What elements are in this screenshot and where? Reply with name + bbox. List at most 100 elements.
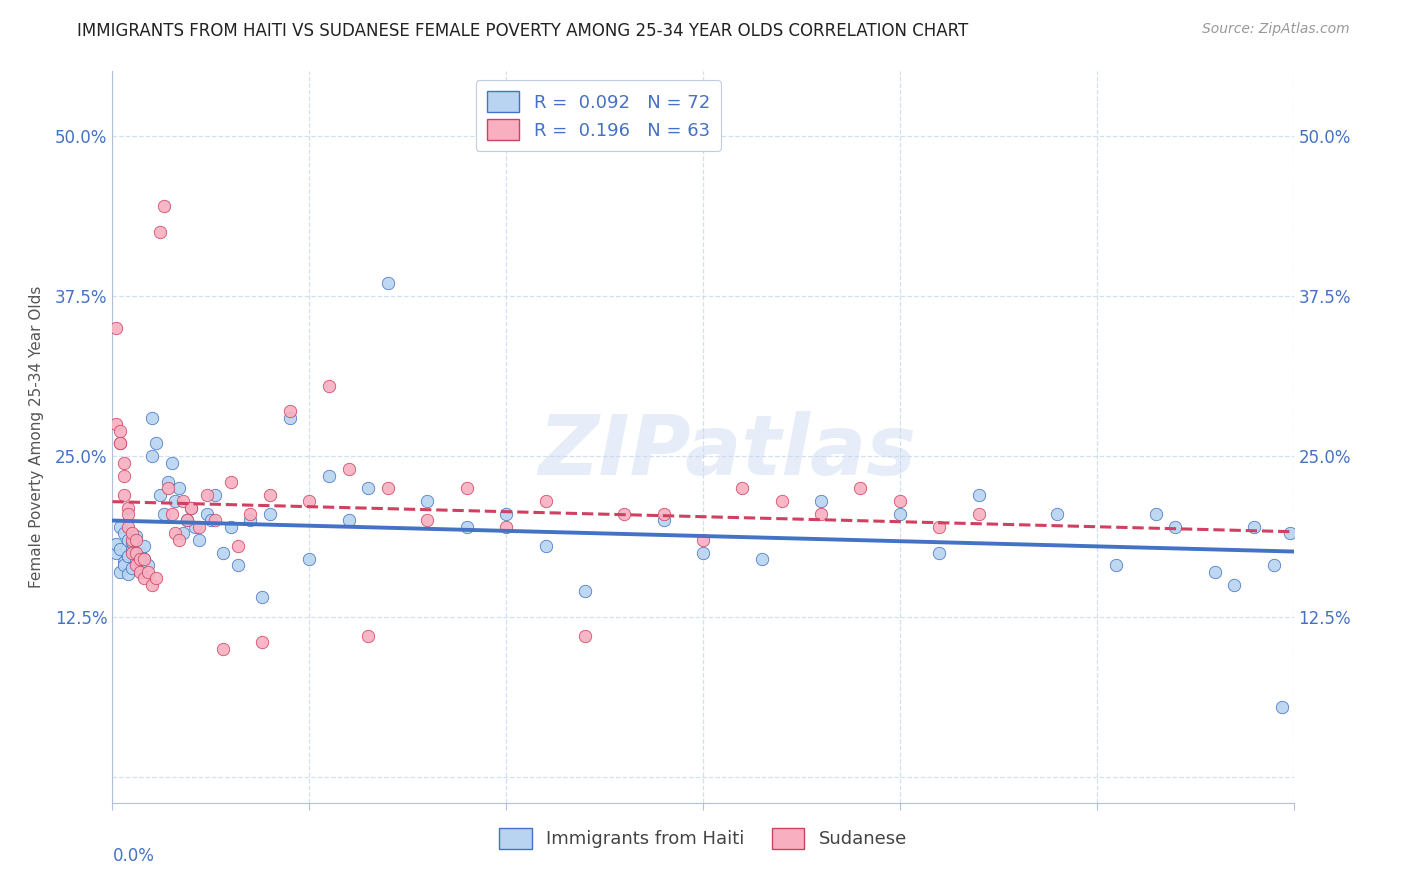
Point: [195, 507, 218, 521]
Point: [141, 450, 163, 464]
Point: [145, 436, 167, 450]
Point: [172, 526, 194, 541]
Point: [110, 436, 132, 450]
Point: [259, 488, 281, 502]
Point: [298, 494, 321, 508]
Point: [149, 225, 172, 239]
Point: [125, 529, 148, 543]
Point: [125, 558, 148, 573]
Point: [250, 635, 273, 649]
Point: [613, 507, 636, 521]
Point: [149, 488, 172, 502]
Point: [125, 552, 148, 566]
Point: [377, 276, 399, 290]
Point: [117, 533, 139, 547]
Point: [105, 321, 128, 335]
Point: [110, 424, 132, 438]
Point: [125, 545, 148, 559]
Point: [1278, 526, 1301, 541]
Point: [211, 545, 233, 559]
Point: [534, 539, 557, 553]
Point: [112, 558, 135, 573]
Point: [770, 494, 793, 508]
Point: [1204, 565, 1226, 579]
Point: [228, 558, 250, 573]
Point: [416, 514, 439, 528]
Point: [110, 541, 132, 556]
Point: [129, 565, 152, 579]
Point: [132, 552, 155, 566]
Point: [160, 507, 183, 521]
Point: [278, 410, 301, 425]
Point: [456, 482, 478, 496]
Point: [250, 591, 273, 605]
Point: [278, 404, 301, 418]
Point: [495, 520, 517, 534]
Point: [1105, 558, 1128, 573]
Point: [259, 507, 281, 521]
Point: [810, 507, 832, 521]
Text: IMMIGRANTS FROM HAITI VS SUDANESE FEMALE POVERTY AMONG 25-34 YEAR OLDS CORRELATI: IMMIGRANTS FROM HAITI VS SUDANESE FEMALE…: [77, 22, 969, 40]
Point: [105, 417, 128, 432]
Point: [456, 520, 478, 534]
Point: [1271, 699, 1294, 714]
Point: [967, 488, 990, 502]
Point: [1144, 507, 1167, 521]
Point: [692, 533, 714, 547]
Point: [165, 526, 187, 541]
Point: [145, 571, 167, 585]
Point: [200, 514, 222, 528]
Y-axis label: Female Poverty Among 25-34 Year Olds: Female Poverty Among 25-34 Year Olds: [30, 286, 44, 588]
Point: [1223, 577, 1246, 591]
Point: [184, 520, 207, 534]
Point: [928, 520, 950, 534]
Point: [132, 552, 155, 566]
Point: [1263, 558, 1285, 573]
Point: [204, 488, 226, 502]
Legend: Immigrants from Haiti, Sudanese: Immigrants from Haiti, Sudanese: [492, 821, 914, 856]
Point: [176, 514, 198, 528]
Point: [495, 507, 517, 521]
Point: [652, 507, 675, 521]
Point: [967, 507, 990, 521]
Point: [928, 545, 950, 559]
Point: [337, 514, 360, 528]
Point: [652, 514, 675, 528]
Point: [574, 584, 596, 599]
Point: [692, 545, 714, 559]
Point: [105, 545, 128, 559]
Point: [121, 561, 143, 575]
Point: [298, 552, 321, 566]
Point: [165, 494, 187, 508]
Point: [337, 462, 360, 476]
Point: [156, 475, 179, 489]
Point: [141, 410, 163, 425]
Point: [239, 507, 262, 521]
Point: [357, 629, 380, 643]
Point: [318, 378, 340, 392]
Point: [105, 536, 128, 550]
Point: [112, 555, 135, 569]
Point: [152, 199, 174, 213]
Point: [1243, 520, 1265, 534]
Point: [219, 475, 242, 489]
Point: [318, 468, 340, 483]
Point: [117, 567, 139, 582]
Point: [889, 494, 911, 508]
Point: [117, 507, 139, 521]
Point: [239, 514, 262, 528]
Point: [810, 494, 832, 508]
Point: [125, 533, 148, 547]
Point: [180, 500, 202, 515]
Point: [136, 558, 159, 573]
Point: [228, 539, 250, 553]
Point: [849, 482, 872, 496]
Point: [121, 545, 143, 559]
Point: [136, 565, 159, 579]
Text: 0.0%: 0.0%: [112, 847, 155, 864]
Point: [204, 514, 226, 528]
Point: [1046, 507, 1069, 521]
Point: [751, 552, 773, 566]
Point: [129, 562, 152, 576]
Point: [121, 535, 143, 549]
